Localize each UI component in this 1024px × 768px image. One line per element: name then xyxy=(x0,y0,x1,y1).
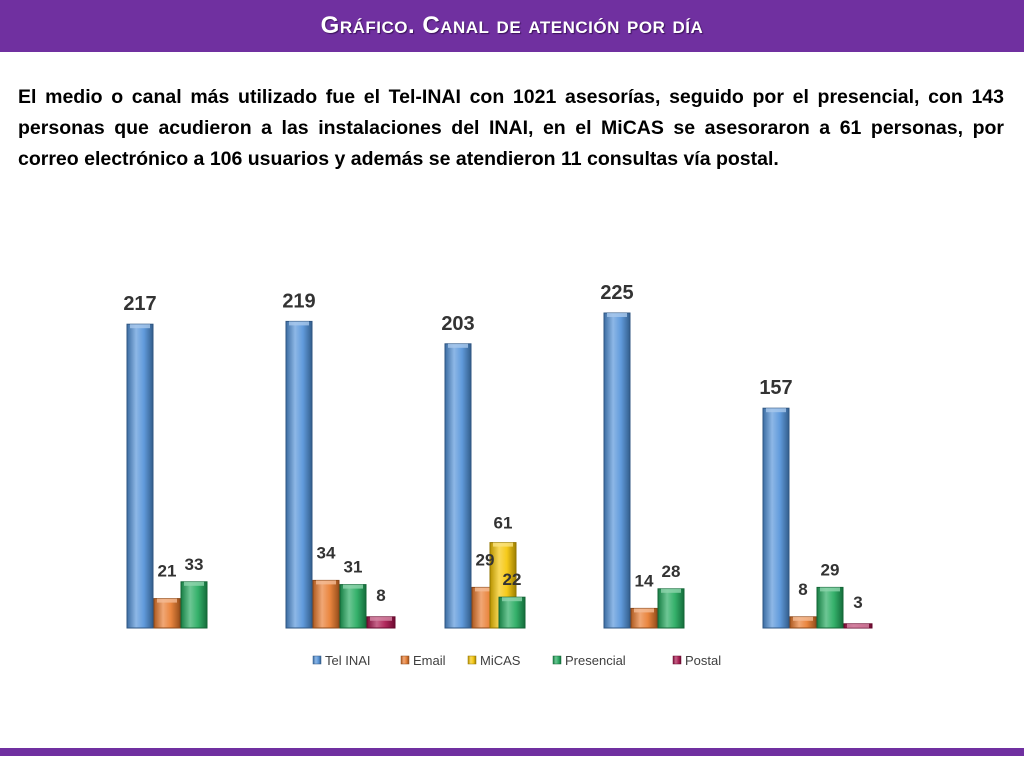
bar-email-3-bevel xyxy=(475,587,495,592)
bar-tel-inai-2-bevel xyxy=(289,321,309,326)
value-label-presencial-3: 22 xyxy=(503,570,522,589)
value-label-tel-inai-2: 219 xyxy=(282,290,315,312)
bar-presencial-3-bevel xyxy=(502,597,522,602)
bar-presencial-5-bevel xyxy=(820,587,840,592)
bar-tel-inai-5-bevel xyxy=(766,408,786,413)
bar-chart: 217 219 203 225 157 21 34 29 14 8 61 33 31 22 28 29 8 3 T… xyxy=(123,282,873,668)
legend-marker-presencial xyxy=(552,655,562,665)
bar-tel-inai-1 xyxy=(126,323,154,629)
bar-tel-inai-1-bevel xyxy=(130,324,150,329)
bar-presencial-4 xyxy=(657,588,685,629)
summary-paragraph: El medio o canal más utilizado fue el Te… xyxy=(18,86,1004,170)
value-label-tel-inai-5: 157 xyxy=(759,377,792,399)
value-label-email-5: 8 xyxy=(798,580,807,599)
bar-presencial-4-bevel xyxy=(661,588,681,593)
bar-tel-inai-3 xyxy=(444,343,472,629)
value-label-presencial-5: 29 xyxy=(821,560,840,579)
value-label-tel-inai-1: 217 xyxy=(123,293,156,315)
legend-marker-tel-inai xyxy=(312,655,322,665)
bar-tel-inai-3-bevel xyxy=(448,343,468,348)
bar-tel-inai-4-bevel xyxy=(607,313,627,317)
bar-email-4-bevel xyxy=(634,608,654,613)
value-label-email-1: 21 xyxy=(158,562,177,581)
bar-presencial-1 xyxy=(180,581,208,629)
bar-email-2 xyxy=(312,579,340,629)
legend-marker-postal xyxy=(672,655,682,665)
legend-label-presencial: Presencial xyxy=(565,653,626,668)
page-title: Gráfico. Canal de atención por día xyxy=(320,12,704,39)
value-label-postal-2: 8 xyxy=(376,586,385,605)
value-label-tel-inai-4: 225 xyxy=(600,282,633,304)
bar-tel-inai-2 xyxy=(285,320,313,629)
bar-presencial-3 xyxy=(498,596,526,629)
bar-presencial-2-bevel xyxy=(343,584,363,589)
bar-presencial-1-bevel xyxy=(184,581,204,586)
value-label-postal-5: 3 xyxy=(853,593,862,612)
value-label-email-3: 29 xyxy=(476,550,495,569)
value-label-presencial-2: 31 xyxy=(344,558,363,577)
bar-micas-3-bevel xyxy=(493,542,513,547)
bar-email-5-bevel xyxy=(793,616,813,621)
title-bar: Gráfico. Canal de atención por día xyxy=(0,0,1024,52)
bottom-bar xyxy=(0,748,1024,756)
bar-tel-inai-5 xyxy=(762,407,790,629)
bar-postal-5-bevel xyxy=(847,623,869,628)
legend-label-tel-inai: Tel INAI xyxy=(325,653,371,668)
bar-postal-2-bevel xyxy=(370,616,392,621)
bar-email-2-bevel xyxy=(316,580,336,585)
legend-label-micas: MiCAS xyxy=(480,653,521,668)
value-label-email-4: 14 xyxy=(635,571,654,590)
bar-presencial-2 xyxy=(339,584,367,629)
chart-container: 217 219 203 225 157 21 34 29 14 8 61 33 31 22 28 29 8 3 T… xyxy=(0,250,1024,690)
value-label-tel-inai-3: 203 xyxy=(441,313,474,335)
value-label-presencial-4: 28 xyxy=(662,562,681,581)
legend-label-email: Email xyxy=(413,653,446,668)
bar-email-1-bevel xyxy=(157,598,177,603)
legend-marker-micas xyxy=(467,655,477,665)
bar-tel-inai-4 xyxy=(603,312,631,629)
value-label-presencial-1: 33 xyxy=(185,555,204,574)
value-label-email-2: 34 xyxy=(317,543,336,562)
bar-email-1 xyxy=(153,598,181,629)
bar-presencial-5 xyxy=(816,586,844,629)
legend-label-postal: Postal xyxy=(685,653,721,668)
legend-marker-email xyxy=(400,655,410,665)
value-label-micas-3: 61 xyxy=(494,514,513,533)
